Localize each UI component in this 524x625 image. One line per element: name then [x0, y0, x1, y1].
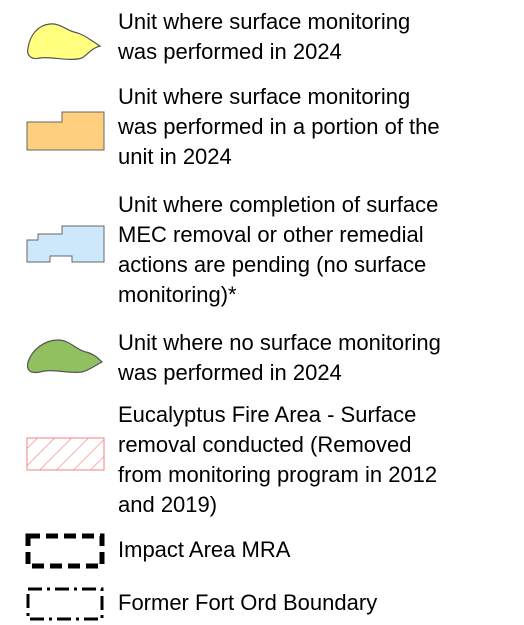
- legend-text: removal conducted (Removed: [118, 432, 412, 457]
- legend-text: Impact Area MRA: [118, 537, 291, 562]
- legend-item: Eucalyptus Fire Area - Surface removal co…: [118, 400, 437, 520]
- legend-item: Impact Area MRA: [118, 535, 290, 565]
- legend-text: MEC removal or other remedial: [118, 222, 424, 247]
- legend-text: was performed in 2024: [118, 39, 342, 64]
- legend-text: and 2019): [118, 492, 218, 517]
- legend-text: Former Fort Ord Boundary: [118, 590, 378, 615]
- legend-text: was performed in 2024: [118, 360, 342, 385]
- legend-item: Unit where completion of surface MEC remo…: [118, 190, 438, 310]
- legend-text: Unit where surface monitoring: [118, 9, 411, 34]
- legend-text: was performed in a portion of the: [118, 114, 440, 139]
- legend-item: Former Fort Ord Boundary: [118, 588, 377, 618]
- blue-unit-symbol: [26, 225, 105, 263]
- legend-text: monitoring)*: [118, 282, 237, 307]
- legend-text: Eucalyptus Fire Area - Surface: [118, 402, 417, 427]
- yellow-unit-symbol: [27, 23, 102, 61]
- legend-text: Unit where completion of surface: [118, 192, 439, 217]
- legend-text: Unit where no surface monitoring: [118, 330, 441, 355]
- impact-area-symbol: [25, 533, 105, 569]
- boundary-symbol: [26, 587, 104, 621]
- legend-text: Unit where surface monitoring: [118, 84, 411, 109]
- legend-text: actions are pending (no surface: [118, 252, 427, 277]
- legend-text: unit in 2024: [118, 144, 232, 169]
- fire-area-symbol: [26, 437, 105, 471]
- legend-item: Unit where surface monitoring was perform…: [118, 82, 440, 172]
- legend-item: Unit where no surface monitoring was perf…: [118, 328, 441, 388]
- green-unit-symbol: [26, 339, 104, 374]
- orange-unit-symbol: [26, 111, 105, 151]
- legend-text: from monitoring program in 2012: [118, 462, 438, 487]
- legend-item: Unit where surface monitoring was perform…: [118, 7, 410, 67]
